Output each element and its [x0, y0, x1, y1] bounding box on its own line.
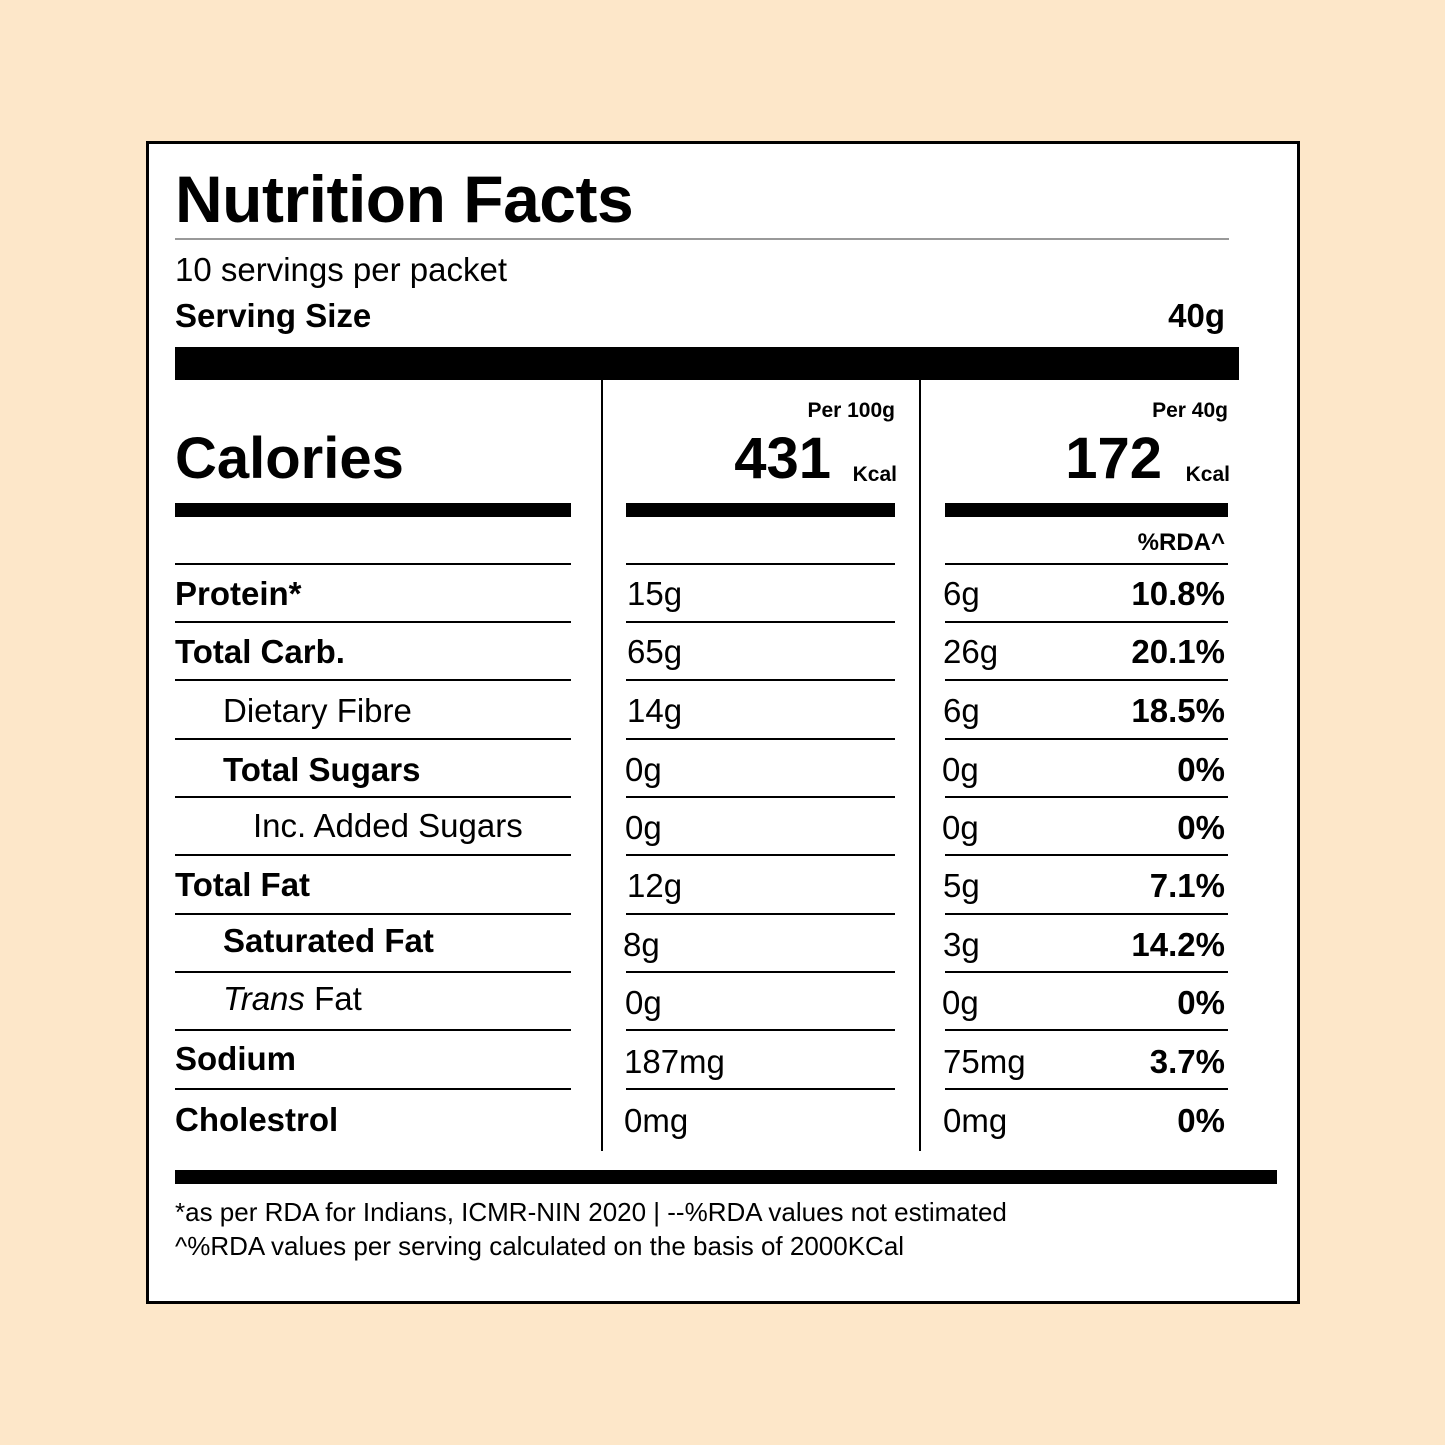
row-divider — [945, 1029, 1228, 1031]
row-divider — [945, 738, 1228, 740]
per-40g-value: 0g — [942, 751, 979, 788]
per-100g-value: 14g — [627, 692, 683, 729]
per-40g-value: 3g — [943, 926, 980, 963]
row-divider — [175, 1088, 571, 1090]
trans-italic: Trans — [223, 980, 305, 1017]
serving-size-value: 40g — [1168, 297, 1225, 334]
per-100g-value: 65g — [627, 633, 683, 670]
footnote-line-2: ^%RDA values per serving calculated on t… — [175, 1231, 905, 1261]
per-100g-value: 0g — [625, 984, 662, 1021]
rda-value: 18.5% — [1131, 692, 1225, 729]
thick-divider-top — [175, 347, 1239, 380]
per-40g-value: 26g — [943, 633, 999, 670]
rda-value: 0% — [1177, 1102, 1225, 1139]
row-divider — [175, 679, 571, 681]
nutrient-label: Inc. Added Sugars — [253, 807, 523, 844]
row-divider — [626, 621, 895, 623]
row-divider — [175, 971, 571, 973]
row-divider — [626, 913, 895, 915]
row-divider — [626, 854, 895, 856]
rda-column-header: %RDA^ — [1137, 529, 1225, 556]
footnote-line-1: *as per RDA for Indians, ICMR-NIN 2020 |… — [175, 1197, 1007, 1227]
per-100g-value: 187mg — [624, 1043, 725, 1080]
nutrient-label: Total Fat — [175, 866, 311, 903]
per-40g-label: Per 40g — [1152, 399, 1228, 422]
kcal-unit-1: Kcal — [852, 463, 897, 486]
nutrient-label: Sodium — [175, 1040, 296, 1077]
per-40g-value: 0g — [942, 984, 979, 1021]
per-40g-value: 0g — [942, 809, 979, 846]
row-divider — [175, 621, 571, 623]
column-separator-2 — [919, 380, 921, 1151]
rda-value: 14.2% — [1131, 926, 1225, 963]
row-divider — [175, 563, 571, 565]
per-100g-value: 15g — [627, 575, 683, 612]
per-40g-value: 6g — [943, 692, 980, 729]
row-divider — [175, 854, 571, 856]
thick-divider-bottom — [175, 1170, 1277, 1184]
fat-suffix: Fat — [304, 980, 362, 1017]
row-divider — [945, 621, 1228, 623]
row-divider — [945, 563, 1228, 565]
rda-value: 0% — [1177, 809, 1225, 846]
per-100g-value: 0mg — [624, 1102, 689, 1139]
per-40g-value: 5g — [943, 867, 980, 904]
row-divider — [175, 738, 571, 740]
row-divider — [626, 796, 895, 798]
rda-value: 20.1% — [1131, 633, 1225, 670]
nutrient-label: Protein* — [175, 575, 302, 612]
serving-size-label: Serving Size — [175, 297, 372, 334]
per-40g-value: 0mg — [943, 1102, 1008, 1139]
page-title: Nutrition Facts — [175, 162, 634, 236]
per-40g-value: 75mg — [943, 1043, 1026, 1080]
per-100g-label: Per 100g — [807, 399, 895, 422]
nutrient-label: Total Sugars — [223, 751, 421, 788]
nutrition-facts-panel: Nutrition Facts 10 servings per packet S… — [146, 141, 1300, 1304]
per-100g-value: 8g — [623, 926, 660, 963]
row-divider — [175, 796, 571, 798]
row-divider — [626, 971, 895, 973]
per-40g-value: 6g — [943, 575, 980, 612]
row-divider — [945, 796, 1228, 798]
rda-value: 7.1% — [1149, 867, 1225, 904]
calories-bar-2 — [626, 503, 895, 517]
calories-bar-1 — [175, 503, 571, 517]
row-divider — [945, 971, 1228, 973]
row-divider — [175, 1029, 571, 1031]
row-divider — [945, 854, 1228, 856]
row-divider — [945, 1088, 1228, 1090]
row-divider — [626, 679, 895, 681]
row-divider — [175, 913, 571, 915]
kcal-unit-2: Kcal — [1185, 463, 1230, 486]
rda-value: 3.7% — [1149, 1043, 1225, 1080]
row-divider — [945, 679, 1228, 681]
column-separator-1 — [601, 380, 603, 1151]
calories-label: Calories — [175, 426, 404, 491]
row-divider — [626, 563, 895, 565]
calories-per-100g: 431 — [734, 426, 831, 491]
nutrient-label: Saturated Fat — [223, 922, 434, 959]
row-divider — [945, 913, 1228, 915]
nutrient-label: Dietary Fibre — [223, 692, 412, 729]
rda-value: 0% — [1177, 984, 1225, 1021]
row-divider — [626, 1029, 895, 1031]
per-100g-value: 0g — [625, 751, 662, 788]
calories-per-40g: 172 — [1065, 426, 1162, 491]
nutrient-label: Trans Fat — [223, 979, 362, 1019]
row-divider — [626, 1088, 895, 1090]
nutrient-label: Cholestrol — [175, 1101, 339, 1138]
row-divider — [626, 738, 895, 740]
calories-bar-3 — [945, 503, 1228, 517]
per-100g-value: 0g — [625, 809, 662, 846]
rda-value: 0% — [1177, 751, 1225, 788]
servings-per-packet: 10 servings per packet — [175, 251, 508, 288]
rda-value: 10.8% — [1131, 575, 1225, 612]
title-divider — [175, 238, 1229, 240]
per-100g-value: 12g — [627, 867, 683, 904]
nutrient-label: Total Carb. — [175, 633, 345, 670]
